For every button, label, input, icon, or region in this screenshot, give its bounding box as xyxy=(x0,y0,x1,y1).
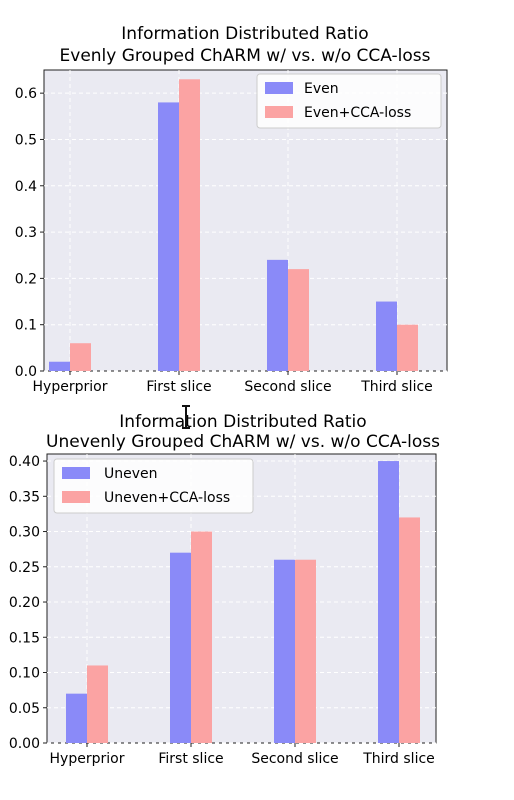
bar-even-third-slice xyxy=(376,301,397,371)
x-tick-label: First slice xyxy=(158,751,223,767)
y-tick-label: 0.15 xyxy=(9,630,40,646)
y-tick-label: 0.5 xyxy=(15,132,37,148)
bar-uneven-second-slice xyxy=(274,559,295,743)
chart-2-legend-label-0: Uneven xyxy=(104,466,158,482)
y-tick-label: 0.2 xyxy=(15,271,37,287)
chart-2-legend: Uneven Uneven+CCA-loss xyxy=(53,458,254,514)
bar-uneven-third-slice xyxy=(378,461,399,743)
chart-2-title: Information Distributed Ratio xyxy=(119,412,366,432)
bar-even-cca-loss-first-slice xyxy=(179,79,200,371)
bar-uneven-cca-loss-hyperprior xyxy=(87,665,108,743)
y-tick-label: 0.6 xyxy=(15,86,37,102)
bar-even-first-slice xyxy=(158,102,179,372)
y-tick-label: 0.25 xyxy=(9,560,40,576)
x-tick-label: First slice xyxy=(146,379,211,395)
chart-2-bars xyxy=(66,461,420,743)
chart-1-legend-swatch-0 xyxy=(265,82,293,94)
chart-2-legend-swatch-0 xyxy=(62,467,90,479)
bar-uneven-cca-loss-third-slice xyxy=(399,517,420,743)
chart-1-x-ticks: Hyperprior First slice Second slice Third s… xyxy=(33,371,433,395)
bar-uneven-cca-loss-second-slice xyxy=(295,559,316,743)
bar-even-cca-loss-hyperprior xyxy=(70,343,91,371)
chart-1: Information Distributed Ratio Evenly Gro… xyxy=(15,24,448,395)
x-tick-label: Third slice xyxy=(360,379,433,395)
y-tick-label: 0.1 xyxy=(15,318,37,334)
y-tick-label: 0.00 xyxy=(9,736,40,752)
bar-even-second-slice xyxy=(267,259,288,371)
y-tick-label: 0.4 xyxy=(15,179,37,195)
chart-2-x-ticks: Hyperprior First slice Second slice Third s… xyxy=(50,743,435,767)
chart-1-legend-label-0: Even xyxy=(304,81,339,97)
chart-2-y-ticks: 0.00 0.05 0.10 0.15 0.20 0.25 0.30 0.35 0.40 xyxy=(9,454,47,752)
x-tick-label: Second slice xyxy=(251,751,338,767)
chart-2: Information Distributed Ratio Unevenly G… xyxy=(9,412,440,767)
y-tick-label: 0.10 xyxy=(9,666,40,682)
chart-2-legend-box xyxy=(53,458,254,514)
chart-1-title: Information Distributed Ratio xyxy=(121,24,368,44)
bar-even-cca-loss-second-slice xyxy=(288,269,309,371)
text-cursor-icon xyxy=(182,405,190,429)
y-tick-label: 0.20 xyxy=(9,595,40,611)
x-tick-label: Second slice xyxy=(244,379,331,395)
chart-1-legend-label-1: Even+CCA-loss xyxy=(304,105,411,121)
chart-1-y-ticks: 0.0 0.1 0.2 0.3 0.4 0.5 0.6 xyxy=(15,86,44,380)
chart-1-subtitle: Evenly Grouped ChARM w/ vs. w/o CCA-loss xyxy=(60,46,431,66)
chart-2-subtitle: Unevenly Grouped ChARM w/ vs. w/o CCA-lo… xyxy=(46,432,440,452)
chart-1-bars xyxy=(49,79,418,372)
bar-uneven-cca-loss-first-slice xyxy=(191,531,212,743)
y-tick-label: 0.05 xyxy=(9,701,40,717)
bar-uneven-hyperprior xyxy=(66,693,87,743)
y-tick-label: 0.0 xyxy=(15,364,37,380)
y-tick-label: 0.30 xyxy=(9,525,40,541)
chart-2-legend-label-1: Uneven+CCA-loss xyxy=(104,490,230,506)
bar-even-hyperprior xyxy=(49,361,70,371)
bar-even-cca-loss-third-slice xyxy=(397,324,418,371)
chart-2-legend-swatch-1 xyxy=(62,491,90,503)
chart-1-legend: Even Even+CCA-loss xyxy=(256,73,442,129)
y-tick-label: 0.3 xyxy=(15,225,37,241)
x-tick-label: Third slice xyxy=(362,751,435,767)
bar-uneven-first-slice xyxy=(170,552,191,743)
chart-1-legend-swatch-1 xyxy=(265,106,293,118)
y-tick-label: 0.40 xyxy=(9,454,40,470)
x-tick-label: Hyperprior xyxy=(50,751,125,767)
x-tick-label: Hyperprior xyxy=(33,379,108,395)
chart-1-legend-box xyxy=(256,73,442,129)
y-tick-label: 0.35 xyxy=(9,489,40,505)
